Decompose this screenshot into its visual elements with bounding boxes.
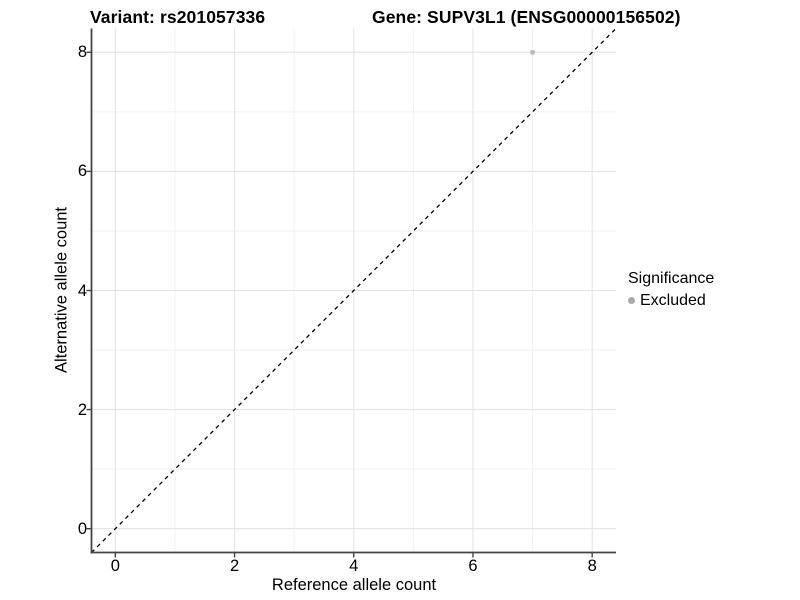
x-tick-label-8: 8	[587, 557, 597, 575]
x-tick-label-6: 6	[468, 557, 478, 575]
identity-line	[91, 28, 617, 553]
y-tick-label-8: 8	[77, 43, 87, 62]
excluded-point-icon	[628, 297, 635, 304]
legend-item-label: Excluded	[640, 292, 706, 309]
plot-title-gene: Gene: SUPV3L1 (ENSG00000156502)	[372, 7, 681, 27]
y-tick-label-0: 0	[77, 519, 87, 538]
legend-item-excluded: Excluded	[628, 291, 714, 310]
x-axis-title: Reference allele count	[271, 576, 437, 594]
x-tick-label-0: 0	[110, 557, 120, 575]
legend-title: Significance	[628, 270, 715, 287]
x-tick-label-2: 2	[229, 557, 240, 575]
data-point-excluded	[529, 49, 536, 55]
y-tick-label-2: 2	[77, 400, 87, 419]
legend: Significance Excluded	[628, 269, 714, 310]
y-tick-label-6: 6	[77, 162, 87, 181]
plot-title-variant: Variant: rs201057336	[90, 7, 266, 27]
x-tick-label-4: 4	[349, 557, 359, 575]
y-tick-label-4: 4	[77, 281, 87, 300]
